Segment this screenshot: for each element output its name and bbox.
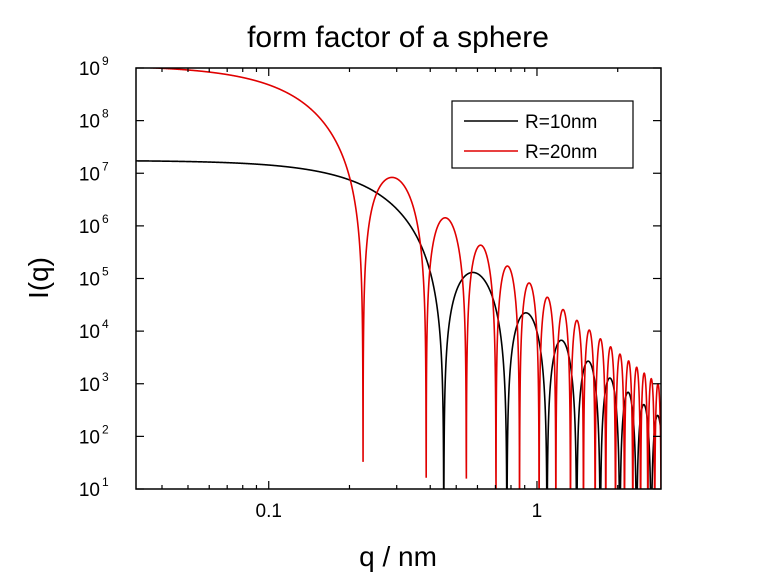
legend-box — [451, 100, 634, 169]
x-axis-ticks: 0.1 1 — [161, 68, 619, 522]
y-tick-label: 10 — [79, 427, 100, 448]
x-tick-label: 0.1 — [256, 501, 282, 522]
y-tick-exponent: 5 — [102, 265, 109, 279]
y-tick-label: 10 — [79, 480, 100, 501]
y-tick-exponent: 6 — [102, 212, 109, 226]
y-tick-exponent: 3 — [102, 370, 109, 384]
y-tick-label: 10 — [79, 217, 100, 238]
y-tick-label: 10 — [79, 59, 100, 80]
y-tick-exponent: 8 — [102, 107, 109, 121]
x-tick-label: 1 — [532, 501, 543, 522]
y-tick-exponent: 4 — [102, 317, 109, 331]
y-tick-label: 10 — [79, 375, 100, 396]
y-tick-exponent: 1 — [102, 475, 109, 489]
series-layer — [136, 68, 661, 489]
y-tick-exponent: 9 — [102, 54, 109, 68]
x-axis-label: q / nm — [359, 541, 437, 572]
y-tick-label: 10 — [79, 112, 100, 133]
series-line-r20 — [136, 68, 661, 489]
chart-title: form factor of a sphere — [247, 21, 549, 54]
legend-label-r10: R=10nm — [525, 112, 597, 133]
y-tick-label: 10 — [79, 322, 100, 343]
legend: R=10nm R=20nm — [451, 100, 634, 169]
y-tick-label: 10 — [79, 164, 100, 185]
y-tick-exponent: 7 — [102, 159, 109, 173]
y-axis-label: I(q) — [23, 257, 54, 299]
series-line-r10 — [136, 160, 661, 489]
y-tick-exponent: 2 — [102, 422, 109, 436]
legend-label-r20: R=20nm — [525, 142, 597, 163]
y-tick-label: 10 — [79, 270, 100, 291]
